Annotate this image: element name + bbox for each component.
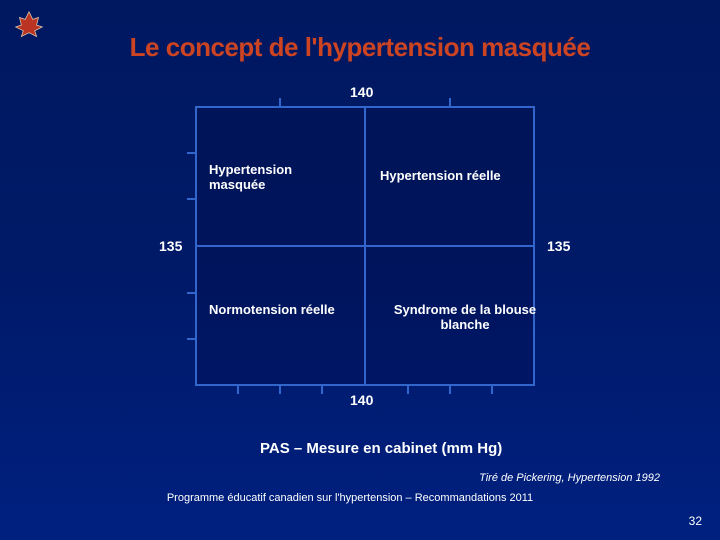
left-threshold-label: 135: [159, 238, 182, 254]
tick: [187, 338, 197, 340]
quad-bottom-left: Normotension réelle: [209, 302, 349, 317]
citation: Tiré de Pickering, Hypertension 1992: [479, 472, 660, 484]
page-number: 32: [689, 514, 702, 528]
right-threshold-label: 135: [547, 238, 570, 254]
tick: [237, 384, 239, 394]
tick: [279, 98, 281, 108]
tick: [407, 384, 409, 394]
page-title: Le concept de l'hypertension masquée: [30, 32, 690, 63]
tick: [449, 384, 451, 394]
horizontal-divider: [195, 245, 535, 247]
tick: [491, 384, 493, 394]
tick: [279, 384, 281, 394]
tick: [321, 384, 323, 394]
footer-text: Programme éducatif canadien sur l'hypert…: [130, 492, 570, 504]
quad-top-left: Hypertension masquée: [209, 162, 349, 192]
quad-bottom-right: Syndrome de la blouse blanche: [390, 302, 540, 332]
bottom-threshold-label: 140: [350, 392, 373, 408]
quadrant-chart: 140 Hypertension masquée Hypertension ré…: [195, 106, 565, 426]
tick: [187, 152, 197, 154]
quad-top-right: Hypertension réelle: [380, 168, 550, 183]
tick: [187, 198, 197, 200]
top-threshold-label: 140: [350, 84, 373, 100]
x-axis-label: PAS – Mesure en cabinet (mm Hg): [260, 440, 502, 457]
tick: [187, 292, 197, 294]
tick: [449, 98, 451, 108]
